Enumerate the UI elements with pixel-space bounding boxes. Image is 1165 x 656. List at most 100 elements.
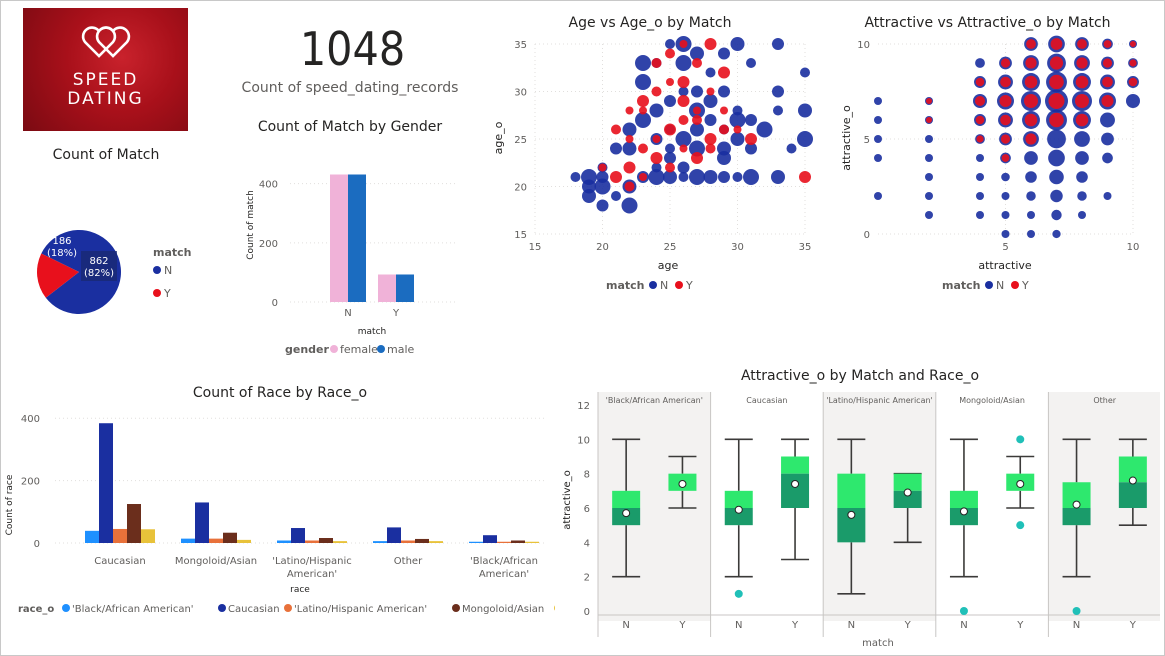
pie-label-n-percent: (82%) — [84, 268, 114, 279]
age-point-n — [773, 105, 783, 116]
race-bar-1-2 — [291, 528, 305, 543]
gender-legend-male-marker — [377, 345, 385, 353]
age-point-y — [719, 124, 729, 135]
pie-legend-y-label[interactable]: Y — [163, 287, 171, 300]
box-mean-marker — [622, 509, 631, 518]
race-bar-2-2 — [305, 540, 319, 543]
attr-point-n — [925, 192, 933, 200]
attr-legend-y-label[interactable]: Y — [1021, 279, 1029, 292]
age-point-n — [732, 172, 743, 182]
attr-point-n — [1075, 151, 1089, 165]
age-point-y — [651, 86, 662, 97]
box-x-tick: N — [622, 620, 629, 631]
age-point-n — [594, 178, 611, 195]
attr-point-y — [1129, 59, 1137, 67]
race-bar-2-1 — [209, 538, 223, 543]
race-legend-marker — [218, 604, 226, 612]
race-bar-0-2 — [277, 540, 291, 543]
gender-legend-female-label[interactable]: female — [340, 343, 378, 356]
attr-y-tick: 5 — [864, 135, 870, 146]
box-plot-chart[interactable]: 'Black/African American' Caucasian 'Latino… — [560, 388, 1160, 650]
race-bar-4-3 — [429, 541, 443, 543]
attr-point-y — [976, 135, 984, 143]
pie-chart[interactable]: 862 (82%) 186 (18%) match N Y — [0, 200, 215, 325]
box-x-tick: N — [1073, 620, 1080, 631]
age-scatter-chart[interactable]: 15 20 25 30 35 15 20 25 30 35 age age_o match N Y — [485, 33, 825, 298]
age-legend-title: match — [606, 279, 645, 292]
box-mean-marker — [847, 510, 856, 519]
attr-point-n — [1001, 172, 1010, 182]
attr-point-n — [925, 154, 933, 162]
age-y-axis-label: age_o — [492, 121, 505, 154]
attr-gridlines — [878, 43, 1134, 235]
gender-chart-title: Count of Match by Gender — [257, 119, 443, 135]
age-point-n — [664, 152, 676, 164]
box-outlier — [1072, 607, 1081, 615]
age-point-y — [677, 76, 690, 88]
box-x-tick: Y — [1129, 620, 1137, 631]
attr-axis-ticks: 5 10 0 5 10 — [857, 40, 1139, 253]
gender-legend-male-label[interactable]: male — [387, 343, 415, 356]
attr-point-y — [1077, 39, 1087, 49]
attr-point-n — [1024, 151, 1038, 165]
age-point-n — [689, 140, 705, 157]
attr-legend-n-label[interactable]: N — [996, 279, 1004, 292]
attr-point-y — [1049, 112, 1064, 128]
age-point-y — [704, 38, 717, 50]
attr-point-n — [975, 58, 985, 68]
gender-y-ticks: 0 200 400 — [259, 180, 278, 309]
attr-point-n — [1077, 191, 1087, 201]
age-point-n — [745, 142, 757, 155]
age-legend-y-label[interactable]: Y — [685, 279, 693, 292]
hearts-logo-icon — [81, 26, 131, 58]
attr-point-y — [1102, 76, 1113, 88]
attr-point-y — [1000, 76, 1011, 88]
age-point-y — [665, 162, 675, 173]
pie-slice-y — [37, 253, 79, 298]
age-y-tick: 30 — [514, 88, 527, 99]
age-x-tick: 30 — [731, 242, 744, 253]
age-point-y — [718, 66, 730, 79]
race-bar-chart[interactable]: 0 200 400 Caucasian Mongoloid/Asian 'Latino/… — [0, 400, 555, 620]
age-point-y — [733, 125, 742, 134]
gender-x-tick: N — [344, 308, 351, 319]
attr-point-n — [1126, 94, 1140, 108]
age-point-y — [639, 106, 647, 115]
box-mean-marker — [1128, 476, 1137, 485]
attr-point-n — [976, 192, 984, 200]
race-chart-title: Count of Race by Race_o — [192, 385, 368, 401]
age-point-n — [678, 172, 689, 182]
age-legend-n-label[interactable]: N — [660, 279, 668, 292]
pie-legend-n-label[interactable]: N — [164, 264, 172, 277]
age-axis-ticks: 15 20 25 30 35 15 20 25 30 35 — [514, 40, 811, 253]
race-legend-label: 'Latino/Hispanic American' — [294, 604, 427, 615]
age-point-n — [743, 169, 759, 185]
age-point-n — [717, 151, 731, 165]
attr-point-y — [1075, 75, 1089, 89]
attr-x-tick: 5 — [1002, 242, 1008, 253]
age-point-y — [639, 173, 647, 181]
age-scatter-points — [570, 36, 813, 214]
age-x-tick: 25 — [664, 242, 677, 253]
age-point-y — [799, 171, 811, 183]
age-point-n — [664, 95, 676, 107]
age-point-y — [652, 135, 661, 143]
race-bar-4-1 — [237, 539, 251, 543]
age-point-n — [677, 161, 690, 174]
race-legend-label: Caucasian — [228, 604, 280, 615]
box-x-tick: N — [960, 620, 967, 631]
box-y-ticks: 0 2 4 6 8 10 12 — [577, 401, 590, 618]
race-bar-3-4 — [511, 540, 525, 543]
attr-point-y — [1102, 58, 1113, 68]
age-point-n — [675, 131, 692, 147]
age-point-n — [756, 121, 773, 138]
attr-point-y — [1076, 57, 1088, 69]
age-point-n — [678, 86, 689, 97]
box-upper-half — [837, 473, 866, 508]
age-point-y — [637, 95, 649, 107]
age-point-n — [690, 122, 704, 137]
race-bar-1-1 — [195, 502, 209, 543]
race-bar-2-0 — [113, 528, 127, 543]
